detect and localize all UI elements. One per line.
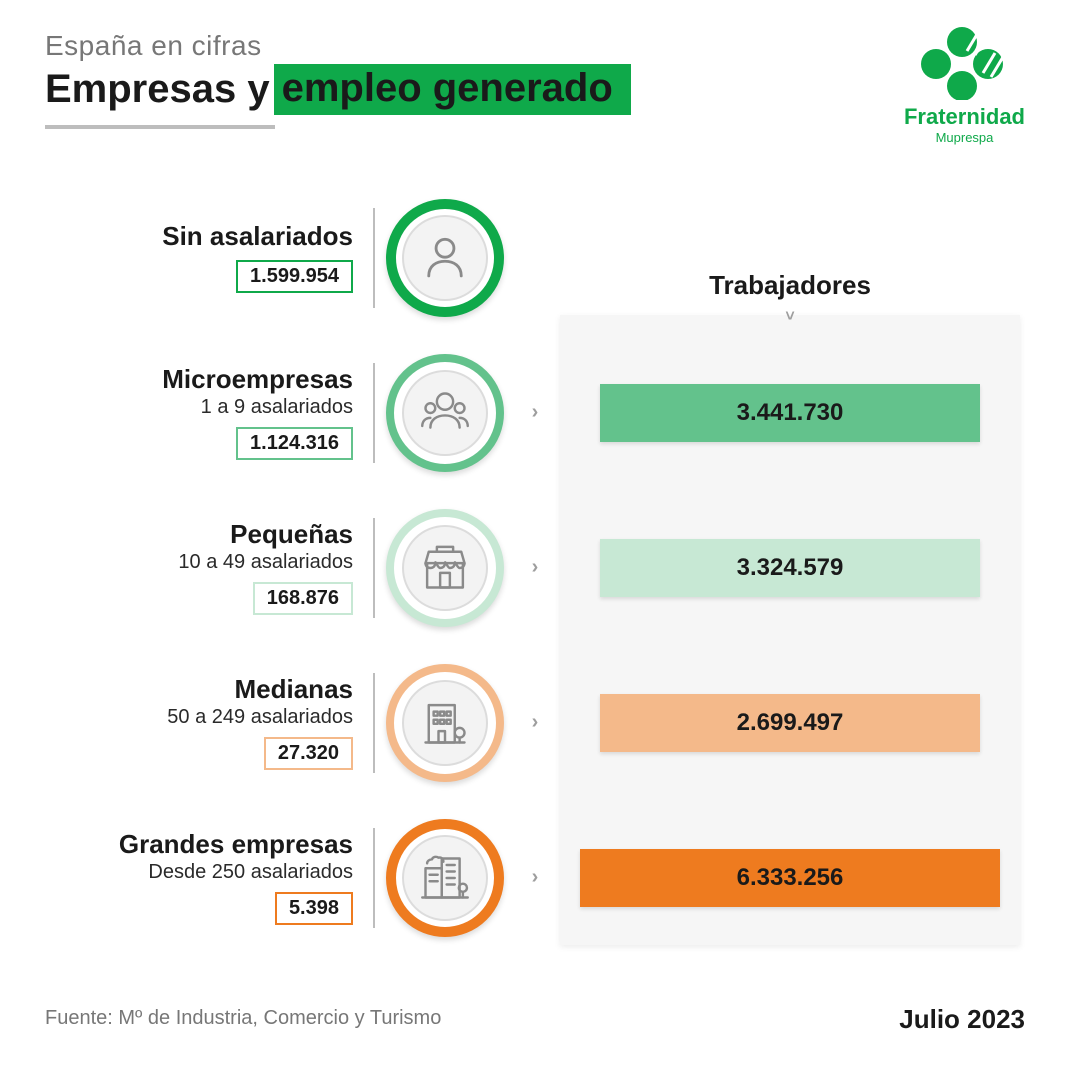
company-count: 1.599.954 [236,260,353,293]
category-left: Pequeñas10 a 49 asalariados 168.876 [45,518,375,618]
category-row: Sin asalariados 1.599.954 [45,180,1035,335]
category-title: Medianas [235,675,354,705]
category-rows: Sin asalariados 1.599.954 Microempresas1 … [45,180,1035,955]
icon-cell [375,199,515,317]
icon-cell [375,664,515,782]
buildings-icon [402,835,488,921]
company-count: 1.124.316 [236,427,353,460]
chevron-right-icon: › [515,866,555,889]
category-left: Grandes empresasDesde 250 asalariados 5.3… [45,828,375,928]
icon-ring [386,509,504,627]
bar-cell: 3.441.730 [555,384,1035,442]
category-title: Pequeñas [230,520,353,550]
workers-bar: 3.324.579 [600,539,980,597]
content: Trabajadores ˅ Sin asalariados1.599.954 … [45,180,1035,955]
icon-cell [375,819,515,937]
category-title: Microempresas [162,365,353,395]
category-title: Sin asalariados [162,222,353,252]
icon-cell [375,354,515,472]
bar-cell: 3.324.579 [555,539,1035,597]
overline: España en cifras [45,30,1035,62]
logo-text-main: Fraternidad [904,106,1025,128]
icon-ring [386,664,504,782]
header: España en cifras Empresas y empleo gener… [45,30,1035,129]
workers-bar: 3.441.730 [600,384,980,442]
icon-ring [386,199,504,317]
company-count: 27.320 [264,737,353,770]
company-count: 168.876 [253,582,353,615]
category-subtitle: Desde 250 asalariados [148,860,353,884]
people-icon [402,370,488,456]
icon-ring [386,354,504,472]
chevron-right-icon: › [515,556,555,579]
title-row: Empresas y empleo generado [45,64,1035,115]
bar-cell: 2.699.497 [555,694,1035,752]
title-underline [45,125,275,129]
category-title: Grandes empresas [119,830,353,860]
category-row: Medianas50 a 249 asalariados 27.320 › 2.69… [45,645,1035,800]
category-left: Sin asalariados 1.599.954 [45,208,375,308]
category-row: Grandes empresasDesde 250 asalariados 5.3… [45,800,1035,955]
bar-cell: 6.333.256 [555,849,1035,907]
category-subtitle: 1 a 9 asalariados [201,395,353,419]
category-subtitle: 10 a 49 asalariados [178,550,353,574]
icon-ring [386,819,504,937]
title-plain: Empresas y [45,67,270,112]
chevron-right-icon: › [515,711,555,734]
category-row: Pequeñas10 a 49 asalariados 168.876 › 3.32… [45,490,1035,645]
person-icon [402,215,488,301]
company-count: 5.398 [275,892,353,925]
logo-text-sub: Muprespa [904,130,1025,145]
date-text: Julio 2023 [899,1004,1025,1035]
category-left: Microempresas1 a 9 asalariados 1.124.316 [45,363,375,463]
icon-cell [375,509,515,627]
chevron-right-icon: › [515,401,555,424]
category-row: Microempresas1 a 9 asalariados1.124.316 … [45,335,1035,490]
shop-icon [402,525,488,611]
source-text: Fuente: Mº de Industria, Comercio y Turi… [45,1007,441,1030]
building-small-icon [402,680,488,766]
category-subtitle: 50 a 249 asalariados [167,705,353,729]
workers-bar: 6.333.256 [580,849,1000,907]
brand-logo: Fraternidad Muprespa [904,25,1025,145]
title-highlight: empleo generado [274,64,631,115]
workers-bar: 2.699.497 [600,694,980,752]
clover-icon [919,25,1009,100]
category-left: Medianas50 a 249 asalariados 27.320 [45,673,375,773]
